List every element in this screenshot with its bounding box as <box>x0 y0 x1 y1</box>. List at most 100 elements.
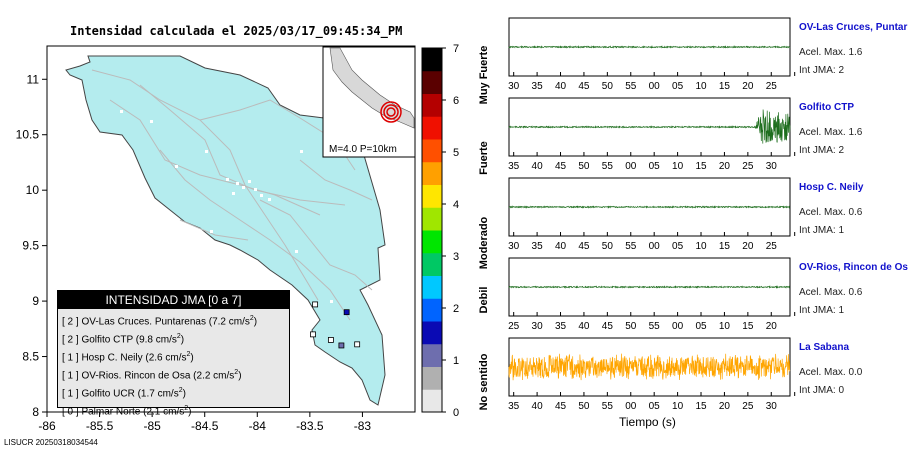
map-y-tick-label: 8.5 <box>22 350 39 364</box>
trace-tick-label: 45 <box>555 401 567 412</box>
map-x-tick-label: -85.5 <box>86 419 114 433</box>
trace-waveform <box>508 109 791 144</box>
trace-tick-label: 40 <box>578 321 590 332</box>
legend-entry-sup: 2 <box>176 332 181 340</box>
trace-tick-label: 30 <box>508 81 520 92</box>
legend-entry-accel: (1.7 cm/s <box>137 388 179 400</box>
map-y-tick-label: 8 <box>32 405 39 419</box>
trace-tick-label: 10 <box>719 321 731 332</box>
intensity-legend: INTENSIDAD JMA [0 a 7] [ 2 ] OV-Las Cruc… <box>57 290 290 417</box>
seismogram-panel: 30 35 40 45 50 55 00 05 10 15 20 25 35 40 45 50 55 00 05 10… <box>508 17 796 412</box>
station-marker <box>327 337 334 343</box>
legend-entry: [ 1 ] Hosp C. Neily (2.6 cm/s2) <box>62 348 289 366</box>
trace-tick-label: 50 <box>578 161 590 172</box>
legend-entry-station: OV-Las Cruces. Puntarenas <box>81 316 209 328</box>
map-x-tick-label: -84.5 <box>191 419 219 433</box>
colorbar-block <box>422 298 442 322</box>
colorbar-block <box>422 366 442 390</box>
trace-int-jma: Int JMA: 2 <box>799 145 845 156</box>
seismogram-trace: 35 40 45 50 55 00 05 10 15 20 25 30 <box>508 337 796 412</box>
map-y-tick-label: 10.5 <box>16 128 40 142</box>
legend-entry-jma: [ 1 ] <box>62 352 82 364</box>
legend-entry-accel: (2.6 cm/s <box>145 352 187 364</box>
trace-tick-label: 40 <box>532 161 544 172</box>
legend-entry-sup: 2 <box>234 368 239 376</box>
map-y-tick-label: 11 <box>27 72 40 86</box>
trace-tick-label: 30 <box>766 401 778 412</box>
legend-entry: [ 1 ] OV-Rios. Rincon de Osa (2.2 cm/s2) <box>62 366 289 384</box>
colorbar-labels: Muy Fuerte Fuerte Moderado Debil No sentido <box>478 46 490 411</box>
legend-entry-accel: (2.2 cm/s <box>193 370 235 382</box>
trace-tick-label: 55 <box>625 241 637 252</box>
colorbar-block <box>422 184 442 208</box>
trace-tick-label: 35 <box>532 241 544 252</box>
trace-tick-label: 00 <box>649 241 661 252</box>
colorbar-tick-label: 2 <box>453 303 459 315</box>
colorbar-block <box>422 252 442 276</box>
trace-tick-label: 35 <box>532 81 544 92</box>
station-markers <box>310 301 361 349</box>
trace-tick-label: 25 <box>508 321 520 332</box>
legend-title: INTENSIDAD JMA [0 a 7] <box>58 291 289 309</box>
trace-station-name: La Sabana <box>799 342 850 353</box>
colorbar-block <box>422 230 442 254</box>
colorbar-category-label: No sentido <box>478 353 490 410</box>
trace-tick-label: 30 <box>766 161 778 172</box>
trace-tick-label: 20 <box>742 81 754 92</box>
trace-tick-label: 45 <box>555 161 567 172</box>
trace-acel-max: Acel. Max. 0.6 <box>799 207 863 218</box>
legend-entry-station: Golfito CTP <box>81 334 136 346</box>
legend-entry: [ 0 ] Palmar Norte (2.1 cm/s2) <box>62 402 289 420</box>
trace-acel-max: Acel. Max. 0.6 <box>799 287 863 298</box>
legend-entry-station: OV-Rios. Rincon de Osa <box>81 370 194 382</box>
epicenter-marker <box>380 101 402 123</box>
trace-int-jma: Int JMA: 2 <box>799 65 845 76</box>
legend-list: [ 2 ] OV-Las Cruces. Puntarenas (7.2 cm/… <box>58 309 289 420</box>
trace-tick-label: 00 <box>649 81 661 92</box>
trace-tick-label: 55 <box>625 81 637 92</box>
colorbar-block <box>422 93 442 117</box>
colorbar-block <box>422 70 442 94</box>
map-x-axis: -86 -85.5 -85 -84.5 -84 -83.5 -83 <box>38 412 371 433</box>
map-x-tick-label: -83 <box>354 419 372 433</box>
station-marker <box>354 341 361 348</box>
trace-tick-label: 05 <box>695 321 707 332</box>
town-markers <box>120 110 333 303</box>
station-marker <box>310 331 316 338</box>
colorbar-category-label: Moderado <box>478 216 490 269</box>
colorbar-block <box>422 389 442 413</box>
colorbar-tick-label: 5 <box>453 147 459 159</box>
colorbar-block <box>422 275 442 299</box>
time-axis-label: Tiempo (s) <box>619 415 676 429</box>
trace-acel-max: Acel. Max. 1.6 <box>799 127 863 138</box>
colorbar-block <box>422 48 442 72</box>
trace-tick-label: 25 <box>766 81 778 92</box>
colorbar-block <box>422 321 442 345</box>
trace-station-name: OV-Las Cruces, Puntar <box>799 22 908 33</box>
legend-entry-jma: [ 0 ] <box>62 405 82 417</box>
trace-tick-label: 15 <box>695 161 707 172</box>
colorbar-block <box>422 343 442 367</box>
trace-tick-label: 40 <box>532 401 544 412</box>
map-x-tick-label: -86 <box>38 419 56 433</box>
trace-tick-label: 35 <box>508 401 520 412</box>
legend-entry-sup: 2 <box>178 386 183 394</box>
trace-tick-label: 40 <box>555 81 567 92</box>
colorbar-tick-label: 4 <box>453 199 459 211</box>
trace-tick-label: 05 <box>672 81 684 92</box>
legend-entry: [ 2 ] Golfito CTP (9.8 cm/s2) <box>62 330 289 348</box>
colorbar-block <box>422 207 442 231</box>
trace-tick-label: 05 <box>649 161 661 172</box>
legend-entry-close: ) <box>188 405 192 417</box>
legend-entry-jma: [ 2 ] <box>62 316 82 328</box>
trace-tick-label: 35 <box>508 161 520 172</box>
trace-tick-label: 35 <box>555 321 567 332</box>
legend-entry: [ 2 ] OV-Las Cruces. Puntarenas (7.2 cm/… <box>62 312 289 330</box>
trace-tick-label: 15 <box>695 401 707 412</box>
trace-tick-label: 25 <box>742 161 754 172</box>
trace-tick-label: 00 <box>625 401 637 412</box>
legend-entry-accel: (7.2 cm/s <box>208 316 250 328</box>
trace-int-jma: Int JMA: 0 <box>799 385 845 396</box>
station-marker <box>343 309 350 316</box>
station-marker <box>312 301 319 308</box>
